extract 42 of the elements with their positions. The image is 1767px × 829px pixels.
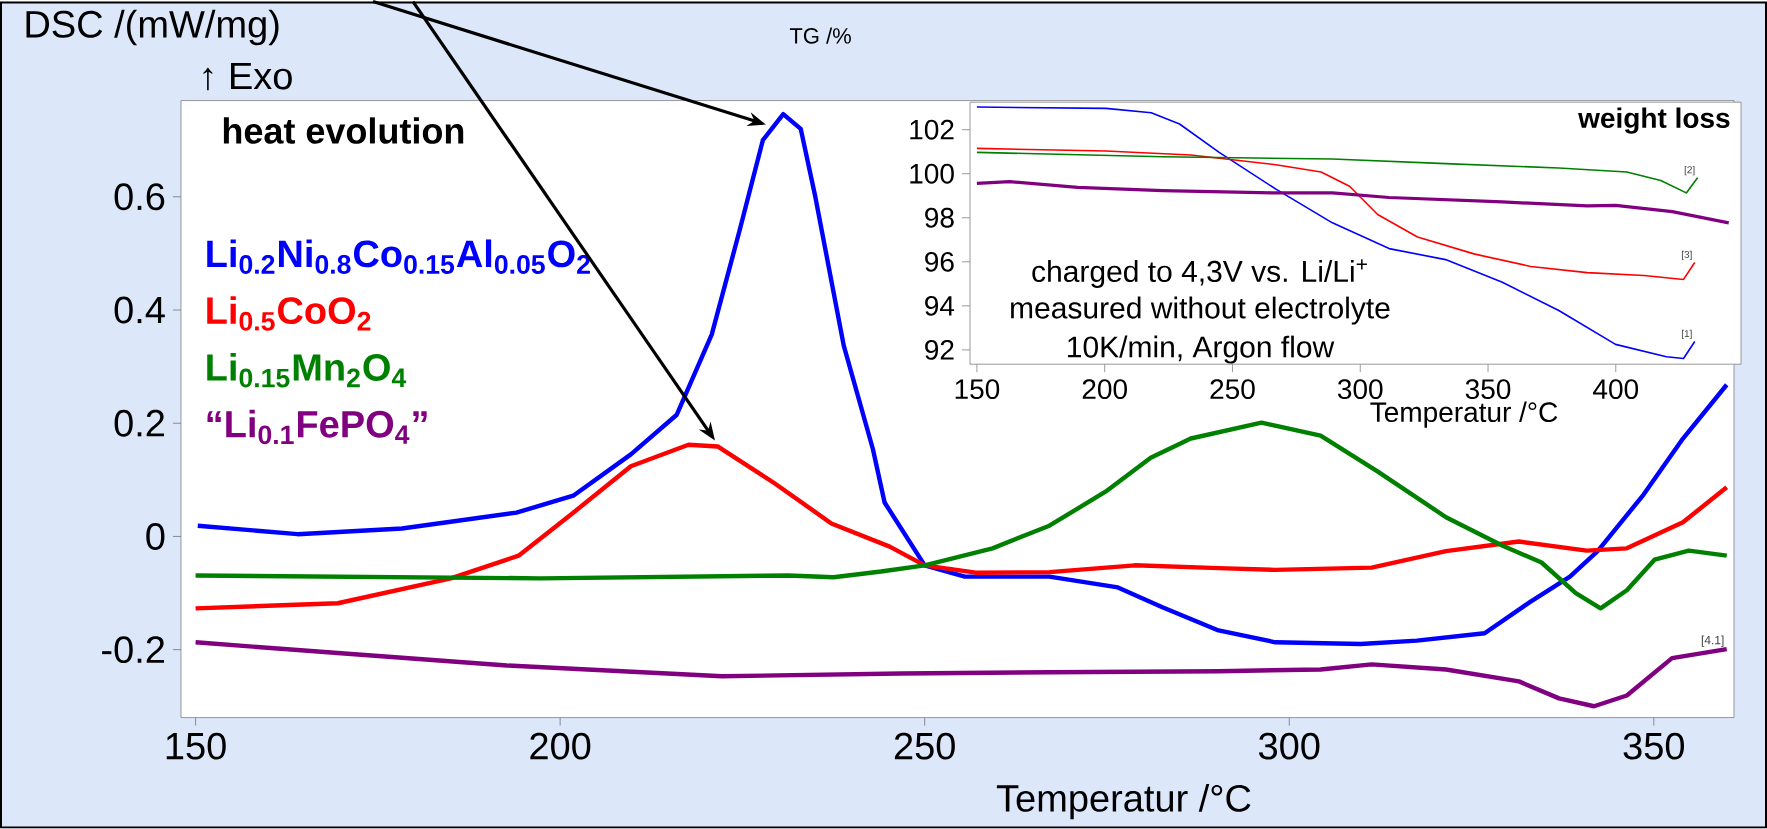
line-series [976,151,1699,194]
annotation: charged to 4,3V vs. Li/Li$^{+}$ [1032,259,1367,289]
x-tick-label: 350 [1465,379,1511,400]
x-tick-label: 400 [1593,379,1639,400]
y-tick-label: 94 [925,296,955,316]
y-tick-label: 0.4 [114,296,165,324]
y-tick-label: 0.2 [114,409,165,437]
annotation: [3] [1681,250,1692,261]
x-tick-label: 250 [1210,379,1255,400]
y-tick-label: 0.6 [114,183,165,211]
y-tick-label: 102 [910,119,954,140]
text: “Li$_{0.1}$FePO$_{4}$” [207,409,427,445]
y-axis-title: TG /% [789,27,851,44]
annotation: measured without electrolyte [1011,296,1390,325]
annotation: weight loss [1578,107,1730,134]
y-tick-label: -0.2 [102,636,165,664]
line-series [975,180,1731,225]
text: Li$_{0.15}$Mn$_{2}$O$_{4}$ [207,353,407,388]
annotation: 10K/min, Argon flow [1068,335,1335,364]
y-tick-label: 96 [925,252,954,272]
y-tick-label: 98 [925,208,954,228]
y-tick-label: 100 [910,164,954,184]
text: ↑ Exo [203,63,292,91]
annotation: [1] [1681,329,1692,340]
text: Li$_{0.2}$Ni$_{0.8}$Co$_{0.15}$Al$_{0.05}$O$_{2}$ [207,239,590,275]
x-tick-label: 150 [166,732,226,760]
x-tick-label: 300 [1337,379,1383,400]
x-axis-title: Temperatur /°C [1370,401,1558,428]
annotation: [2] [1684,166,1695,176]
x-tick-label: 200 [530,732,591,760]
x-tick-label: 300 [1258,732,1320,760]
x-tick-label: 350 [1623,732,1684,760]
x-tick-label: 150 [955,379,1000,400]
x-tick-label: 250 [894,732,955,760]
y-tick-label: 0 [146,523,165,551]
y-tick-label: 92 [925,340,954,360]
x-tick-label: 200 [1082,379,1127,400]
annotation: [4.1] [1701,635,1724,647]
x-axis-title: Temperatur /°C [996,784,1251,820]
y-axis-title: DSC /(mW/mg) [26,10,279,46]
text: Li$_{0.5}$CoO$_{2}$ [207,296,371,331]
annotation: heat evolution [223,117,464,144]
